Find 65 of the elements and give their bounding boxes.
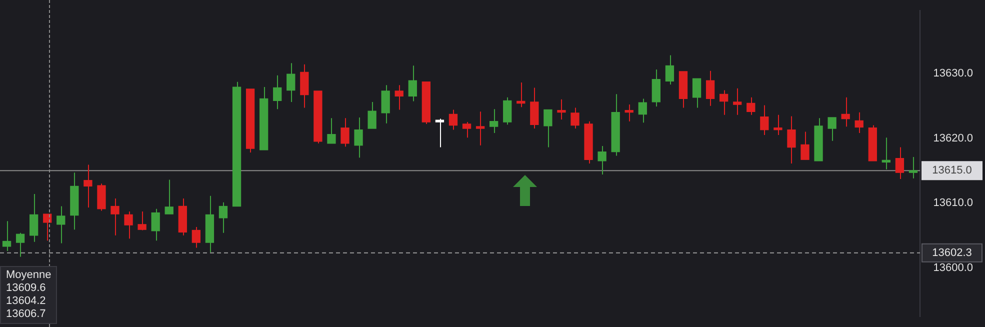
y-tick-label: 13600.0 (933, 262, 973, 274)
candlestick (286, 62, 296, 102)
candlestick (854, 112, 864, 134)
candlestick (760, 104, 769, 136)
candlestick (84, 164, 92, 208)
annotation: Moyenne (6, 269, 52, 282)
candlestick (719, 90, 728, 116)
candlestick (462, 122, 472, 138)
candlestick (638, 98, 647, 124)
candlestick (354, 117, 363, 158)
candlestick (733, 88, 742, 116)
candlestick (110, 198, 120, 236)
candlestick (706, 70, 715, 106)
candlestick (218, 202, 228, 234)
candlestick (394, 84, 404, 110)
candlestick (652, 69, 661, 107)
candlestick (895, 146, 904, 180)
ref-line-label: 13615.0 (932, 164, 972, 177)
y-tick-label: 13630.0 (933, 67, 973, 80)
candlestick (746, 96, 756, 116)
candlestick (327, 118, 336, 144)
candlestick (692, 78, 702, 108)
candlestick (273, 74, 282, 110)
candlestick (828, 117, 836, 142)
candlestick (489, 108, 498, 134)
candlestick (557, 98, 566, 120)
candlestick (192, 226, 201, 248)
y-tick-label: 13610.0 (933, 197, 973, 210)
candlestick (16, 232, 25, 258)
annotation: 13609.6 (6, 282, 47, 295)
candlestick (340, 118, 350, 148)
candlestick (164, 179, 174, 215)
candlestick (56, 206, 66, 244)
candlestick (43, 214, 52, 242)
candlestick (598, 146, 606, 176)
candlestick (665, 54, 674, 85)
candlestick (2, 220, 12, 252)
candlestick (516, 82, 526, 108)
candlestick (476, 111, 485, 146)
candlestick (908, 156, 918, 179)
candlestick (97, 183, 106, 212)
candlestick (774, 114, 782, 136)
candlestick (124, 210, 133, 240)
candlestick (800, 131, 810, 160)
candlestick (624, 104, 634, 122)
candlestick (448, 109, 458, 130)
candlestick (408, 65, 417, 102)
candlestick (138, 210, 146, 231)
candlestick (841, 96, 850, 128)
candlestick (787, 116, 796, 164)
candlestick (544, 109, 552, 148)
candlestick (435, 118, 444, 148)
candlestick (368, 101, 376, 130)
candlestick (381, 84, 390, 124)
candlestick (29, 193, 38, 242)
ref-line-label: 13602.3 (932, 246, 972, 259)
y-tick-label: 13620.0 (933, 132, 973, 144)
candlestick (503, 96, 512, 126)
candlestick (151, 208, 160, 242)
annotation: 13606.7 (6, 308, 47, 321)
candlestick (882, 137, 891, 170)
candlestick (570, 107, 580, 130)
candlestick (530, 87, 539, 130)
annotation: 13604.2 (6, 295, 47, 308)
candlestick (300, 64, 309, 108)
